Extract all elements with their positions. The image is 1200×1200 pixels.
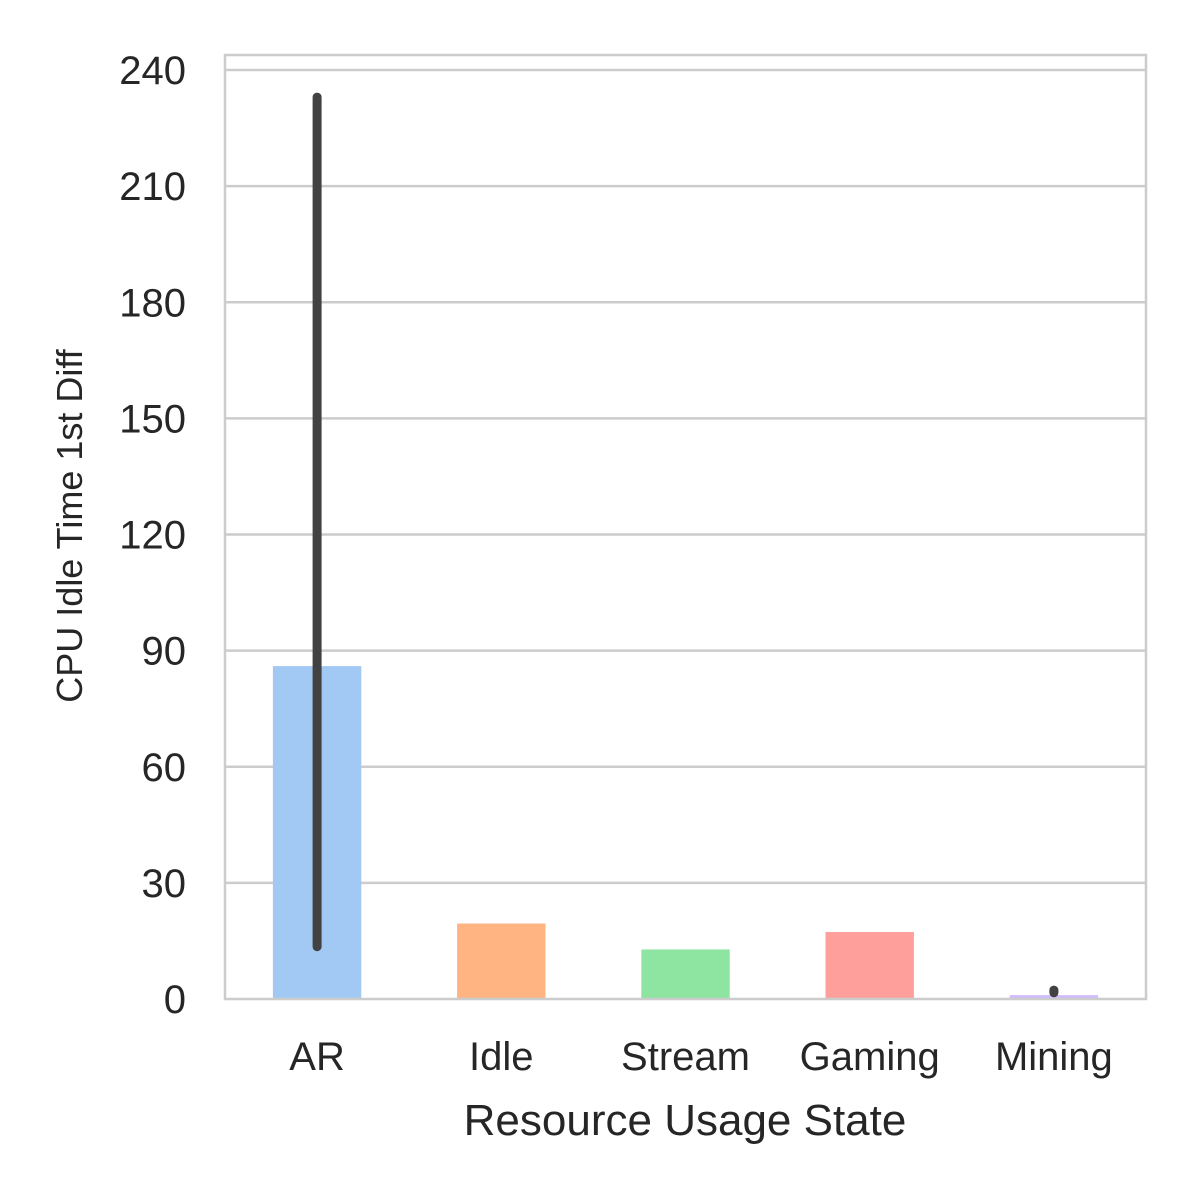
x-tick-label: Mining — [995, 1035, 1113, 1079]
y-tick-label: 210 — [119, 165, 186, 209]
plot-frame — [223, 53, 1148, 1001]
x-tick-label: Idle — [469, 1035, 534, 1079]
y-tick-label: 60 — [142, 746, 187, 790]
x-tick-label: Gaming — [800, 1035, 940, 1079]
y-axis-title: CPU Idle Time 1st Diff — [49, 348, 90, 702]
y-tick-label: 240 — [119, 49, 186, 93]
bar-stream — [641, 949, 730, 999]
x-tick-label: AR — [289, 1035, 345, 1079]
bar-idle — [457, 923, 546, 999]
y-tick-label: 0 — [164, 978, 186, 1022]
y-tick-labels: 0 30 60 90 120 150 180 210 240 — [119, 49, 186, 1022]
x-axis-title: Resource Usage State — [464, 1096, 907, 1145]
y-tick-label: 180 — [119, 281, 186, 325]
x-tick-label: Stream — [621, 1035, 750, 1079]
y-tick-label: 90 — [142, 630, 187, 674]
x-tick-labels: AR Idle Stream Gaming Mining — [289, 1035, 1113, 1079]
error-bars — [312, 92, 1059, 998]
grid-lines — [225, 68, 1146, 885]
bar-gaming — [825, 932, 914, 999]
y-tick-label: 120 — [119, 514, 186, 558]
bars — [272, 666, 1099, 999]
y-tick-label: 150 — [119, 397, 186, 441]
y-tick-label: 30 — [142, 862, 187, 906]
